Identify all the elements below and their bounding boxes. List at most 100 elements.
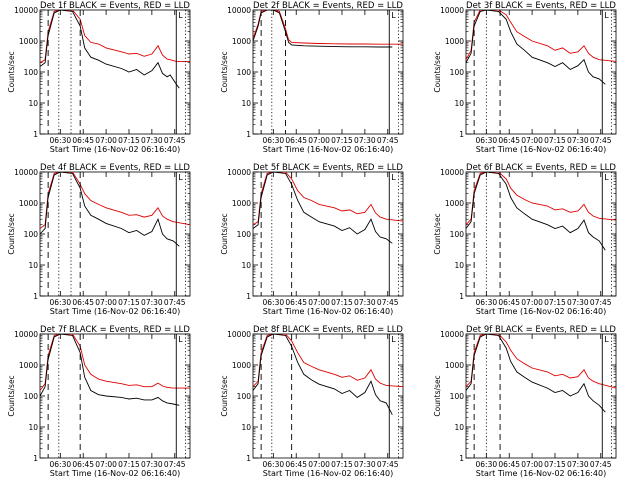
y-tick-label: 100 <box>24 68 39 77</box>
y-tick-label: 10 <box>454 261 464 270</box>
y-tick-label: 1000 <box>232 199 251 208</box>
x-tick-label: 06:45 <box>285 460 307 469</box>
x-axis-label: Start Time (16-Nov-02 06:16:40) <box>50 307 180 316</box>
x-tick-label: 07:30 <box>567 136 589 145</box>
x-tick-label: 07:15 <box>118 136 140 145</box>
y-tick-label: 10 <box>241 261 251 270</box>
series-lld <box>40 172 190 229</box>
x-axis-label: Start Time (16-Nov-02 06:16:40) <box>263 307 393 316</box>
y-tick-label: 10 <box>28 423 38 432</box>
y-tick-label: 10000 <box>440 168 464 177</box>
y-axis-label: Counts/sec <box>433 213 442 254</box>
y-tick-label: 1 <box>459 292 464 301</box>
x-tick-label: 07:45 <box>590 136 612 145</box>
x-tick-label: 06:30 <box>263 298 285 307</box>
x-tick-label: 07:30 <box>567 298 589 307</box>
plot-frame <box>39 333 191 459</box>
y-tick-label: 10000 <box>14 168 38 177</box>
series-lld <box>40 334 190 391</box>
panel-title: Det 8f BLACK = Events, RED = LLD <box>253 325 403 335</box>
y-tick-label: 1 <box>246 130 251 139</box>
legend-mark: L <box>604 173 609 182</box>
legend-mark: L <box>178 335 183 344</box>
series-events <box>40 334 180 406</box>
y-tick-label: 1000 <box>232 37 251 46</box>
y-tick-label: 10 <box>28 99 38 108</box>
x-tick-label: 07:45 <box>590 460 612 469</box>
x-tick-label: 07:00 <box>308 460 330 469</box>
y-tick-label: 1000 <box>19 37 38 46</box>
series-events <box>40 10 180 89</box>
x-tick-label: 07:30 <box>141 136 163 145</box>
x-tick-label: 06:30 <box>263 460 285 469</box>
panel-7: Det 7f BLACK = Events, RED = LLD 1 10 100 10… <box>7 325 190 478</box>
x-axis-label: Start Time (16-Nov-02 06:16:40) <box>476 469 606 478</box>
y-tick-label: 1000 <box>232 361 251 370</box>
panel-8: Det 8f BLACK = Events, RED = LLD 1 10 100 10… <box>220 325 403 478</box>
x-tick-label: 06:30 <box>476 298 498 307</box>
x-tick-label: 06:30 <box>50 460 72 469</box>
y-tick-label: 1 <box>33 130 38 139</box>
x-tick-label: 06:45 <box>72 298 94 307</box>
y-tick-label: 1000 <box>19 199 38 208</box>
x-tick-label: 06:45 <box>498 460 520 469</box>
y-tick-label: 100 <box>450 392 465 401</box>
panel-9: Det 9f BLACK = Events, RED = LLD 1 10 100 10… <box>433 325 616 478</box>
x-tick-label: 07:30 <box>354 460 376 469</box>
panel-4: Det 4f BLACK = Events, RED = LLD 1 10 100 10… <box>7 163 190 316</box>
series-events <box>253 334 393 415</box>
x-tick-label: 06:45 <box>72 136 94 145</box>
x-tick-label: 07:30 <box>141 298 163 307</box>
x-tick-label: 07:00 <box>308 136 330 145</box>
series-lld <box>466 172 616 226</box>
legend-mark: L <box>178 11 183 20</box>
series-lld <box>40 10 190 64</box>
y-tick-label: 10 <box>454 423 464 432</box>
y-tick-label: 100 <box>237 68 252 77</box>
y-tick-label: 1 <box>246 454 251 463</box>
series-events <box>466 172 606 251</box>
panel-2: Det 2f BLACK = Events, RED = LLD 1 10 100 10… <box>220 1 403 154</box>
y-axis-label: Counts/sec <box>220 51 229 92</box>
y-tick-label: 10000 <box>227 330 251 339</box>
x-tick-label: 07:00 <box>95 136 117 145</box>
plot-frame <box>39 171 191 297</box>
panel-6: Det 6f BLACK = Events, RED = LLD 1 10 100 10… <box>433 163 616 316</box>
x-tick-label: 07:45 <box>377 298 399 307</box>
x-tick-label: 07:00 <box>95 460 117 469</box>
x-tick-label: 06:45 <box>498 136 520 145</box>
x-tick-label: 07:45 <box>164 298 186 307</box>
legend-mark: L <box>604 11 609 20</box>
x-tick-label: 07:15 <box>331 460 353 469</box>
y-axis-label: Counts/sec <box>7 51 16 92</box>
y-tick-label: 10000 <box>14 330 38 339</box>
series-events <box>466 10 606 85</box>
y-tick-label: 100 <box>24 230 39 239</box>
panel-title: Det 9f BLACK = Events, RED = LLD <box>466 325 616 335</box>
x-axis-label: Start Time (16-Nov-02 06:16:40) <box>263 469 393 478</box>
x-axis-label: Start Time (16-Nov-02 06:16:40) <box>476 307 606 316</box>
x-tick-label: 07:15 <box>331 298 353 307</box>
series-events <box>253 172 393 244</box>
y-tick-label: 10000 <box>227 168 251 177</box>
x-tick-label: 06:30 <box>476 460 498 469</box>
legend-mark: L <box>391 335 396 344</box>
x-tick-label: 07:45 <box>164 136 186 145</box>
y-tick-label: 100 <box>450 68 465 77</box>
plot-frame <box>252 171 404 297</box>
x-tick-label: 06:45 <box>498 298 520 307</box>
plot-frame <box>465 9 617 135</box>
legend-mark: L <box>178 173 183 182</box>
x-tick-label: 07:45 <box>377 136 399 145</box>
x-tick-label: 07:00 <box>308 298 330 307</box>
plot-frame <box>465 171 617 297</box>
y-tick-label: 1 <box>459 454 464 463</box>
legend-mark: L <box>391 11 396 20</box>
x-tick-label: 07:30 <box>354 298 376 307</box>
y-tick-label: 1000 <box>445 361 464 370</box>
panel-1: Det 1f BLACK = Events, RED = LLD 1 10 100 10… <box>7 1 190 154</box>
x-tick-label: 07:45 <box>377 460 399 469</box>
panel-title: Det 2f BLACK = Events, RED = LLD <box>253 1 403 11</box>
panel-title: Det 4f BLACK = Events, RED = LLD <box>40 163 190 173</box>
